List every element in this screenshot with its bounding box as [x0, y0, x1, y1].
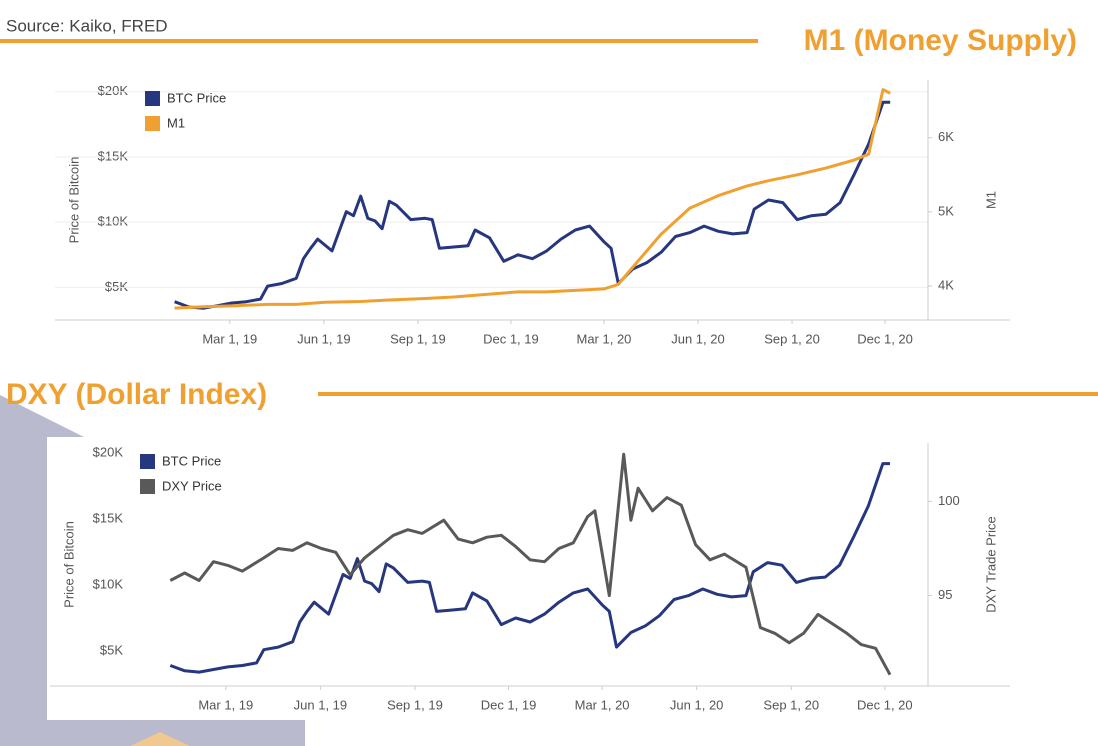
- y2-axis-title: M1: [983, 191, 998, 209]
- x-tick-label: Jun 1, 20: [670, 697, 724, 712]
- data-line: [174, 88, 891, 310]
- y2-tick-label: 6K: [938, 129, 954, 144]
- x-tick-label: Dec 1, 19: [481, 697, 537, 712]
- y-tick-label: $20K: [93, 444, 124, 459]
- x-tick-label: Dec 1, 20: [857, 331, 913, 346]
- y-tick-label: $15K: [98, 148, 129, 163]
- x-tick-label: Mar 1, 20: [575, 697, 630, 712]
- x-tick-label: Jun 1, 19: [294, 697, 348, 712]
- legend-label: M1: [167, 115, 185, 130]
- y2-tick-label: 5K: [938, 203, 954, 218]
- legend-label: BTC Price: [167, 90, 226, 105]
- legend-swatch: [140, 454, 155, 469]
- x-tick-label: Jun 1, 19: [297, 331, 351, 346]
- x-tick-label: Sep 1, 20: [763, 697, 819, 712]
- legend-swatch: [140, 479, 155, 494]
- y2-tick-label: 100: [938, 493, 960, 508]
- x-tick-label: Dec 1, 19: [483, 331, 539, 346]
- chart-title: M1 (Money Supply): [804, 24, 1077, 57]
- y-tick-label: $10K: [93, 576, 124, 591]
- y-axis-title: Price of Bitcoin: [66, 157, 81, 244]
- y2-axis-title: DXY Trade Price: [983, 516, 998, 613]
- y-tick-label: $10K: [98, 214, 129, 229]
- x-tick-label: Mar 1, 19: [198, 697, 253, 712]
- legend-label: DXY Price: [162, 478, 222, 493]
- y-tick-label: $5K: [100, 642, 123, 657]
- y2-tick-label: 95: [938, 587, 952, 602]
- x-tick-label: Mar 1, 20: [576, 331, 631, 346]
- x-tick-label: Mar 1, 19: [202, 331, 257, 346]
- x-tick-label: Sep 1, 19: [390, 331, 446, 346]
- legend-label: BTC Price: [162, 453, 221, 468]
- y-axis-title: Price of Bitcoin: [61, 521, 76, 608]
- y-tick-label: $20K: [98, 83, 129, 98]
- x-tick-label: Sep 1, 19: [387, 697, 443, 712]
- y-tick-label: $5K: [105, 279, 128, 294]
- data-line: [169, 462, 890, 674]
- decor-arrow: [130, 732, 190, 746]
- y2-tick-label: 4K: [938, 277, 954, 292]
- data-line: [174, 100, 891, 310]
- legend-swatch: [145, 116, 160, 131]
- source: Source: Kaiko, FRED: [6, 16, 168, 35]
- legend-swatch: [145, 91, 160, 106]
- y-tick-label: $15K: [93, 510, 124, 525]
- data-line: [169, 452, 892, 676]
- chart-title: DXY (Dollar Index): [6, 378, 267, 411]
- x-tick-label: Sep 1, 20: [764, 331, 820, 346]
- x-tick-label: Dec 1, 20: [857, 697, 913, 712]
- chart-panel: [47, 437, 1012, 720]
- decor-shape: [0, 395, 305, 746]
- x-tick-label: Jun 1, 20: [671, 331, 725, 346]
